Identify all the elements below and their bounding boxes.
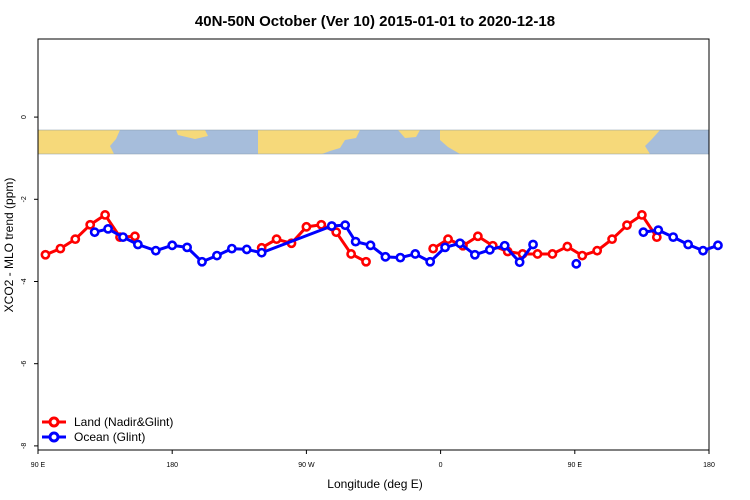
legend-marker-ocean	[48, 431, 60, 443]
data-point-ocean	[197, 256, 207, 267]
x-tick-label: 90 W	[298, 462, 315, 469]
data-point-ocean	[133, 239, 143, 250]
chart-title: 40N-50N October (Ver 10) 2015-01-01 to 2…	[195, 13, 555, 30]
data-point-land	[562, 241, 573, 252]
data-point-ocean	[455, 238, 465, 249]
series-line-land	[432, 213, 659, 258]
series-layer	[40, 210, 723, 269]
data-point-ocean	[499, 240, 510, 251]
data-point-ocean	[713, 240, 723, 251]
legend: Land (Nadir&Glint) Ocean (Glint)	[42, 415, 173, 444]
data-point-land	[547, 249, 558, 259]
data-point-land	[637, 210, 647, 220]
data-point-ocean	[425, 256, 436, 267]
y-axis-label: XCO2 - MLO trend (ppm)	[2, 178, 16, 313]
data-point-ocean	[380, 251, 391, 262]
y-tick-label: -8	[21, 443, 28, 449]
data-point-ocean	[410, 249, 421, 259]
x-axis: 90 E 180 90 W 0 90 E 180	[31, 450, 715, 469]
y-tick-label: -4	[21, 278, 28, 284]
data-point-land	[85, 219, 96, 230]
data-point-land	[622, 220, 632, 231]
data-point-land	[40, 249, 51, 260]
data-point-land	[361, 256, 371, 267]
x-tick-label: 180	[703, 462, 715, 469]
map-land-alaska	[176, 130, 208, 139]
data-point-ocean	[118, 232, 128, 243]
data-point-ocean	[698, 245, 708, 256]
data-point-ocean	[653, 225, 664, 236]
data-point-ocean	[528, 239, 538, 250]
data-point-ocean	[469, 249, 480, 260]
data-point-ocean	[484, 244, 495, 255]
data-point-ocean	[256, 247, 267, 258]
data-point-ocean	[103, 223, 113, 234]
y-tick-label: 0	[21, 115, 28, 119]
data-point-ocean	[241, 244, 252, 255]
legend-marker-land	[48, 416, 60, 428]
data-point-land	[316, 219, 327, 230]
data-point-ocean	[395, 252, 406, 263]
plot-frame	[37, 38, 710, 451]
y-axis: 0 -2 -4 -6 -8	[21, 115, 38, 449]
data-point-land	[130, 231, 140, 242]
data-point-land	[301, 221, 312, 232]
data-point-land	[331, 227, 342, 238]
map-land-eurasia	[440, 130, 660, 154]
x-tick-label: 0	[439, 462, 443, 469]
data-point-ocean	[350, 236, 361, 247]
data-point-land	[577, 250, 588, 261]
data-point-ocean	[514, 257, 525, 268]
data-point-land	[346, 249, 357, 259]
legend-label-ocean: Ocean (Glint)	[74, 430, 145, 444]
map-strip	[37, 129, 710, 155]
data-point-ocean	[638, 227, 649, 238]
map-land-north-america	[258, 130, 360, 154]
y-tick-label: -2	[21, 196, 28, 202]
x-tick-label: 90 E	[31, 462, 46, 469]
map-land-greenland	[398, 130, 420, 138]
data-point-land	[70, 234, 81, 245]
data-point-ocean	[326, 221, 337, 231]
data-point-land	[271, 234, 282, 245]
map-land-asia-east	[38, 130, 120, 154]
data-point-land	[592, 245, 603, 256]
data-point-ocean	[668, 232, 679, 243]
data-point-land	[607, 234, 617, 245]
data-point-ocean	[440, 242, 450, 253]
x-axis-label: Longitude (deg E)	[327, 477, 422, 491]
data-point-land	[472, 231, 483, 242]
data-point-ocean	[340, 220, 351, 231]
data-point-ocean	[683, 239, 694, 250]
data-point-ocean	[365, 240, 376, 251]
data-point-ocean	[226, 243, 237, 254]
data-point-land	[428, 243, 439, 254]
data-point-land	[532, 249, 543, 259]
data-point-ocean	[212, 250, 222, 261]
data-point-ocean	[571, 258, 582, 269]
x-tick-label: 180	[166, 462, 178, 469]
data-point-land	[100, 210, 110, 220]
data-point-ocean	[89, 227, 100, 238]
data-point-land	[55, 243, 66, 254]
data-point-ocean	[182, 242, 193, 253]
data-point-ocean	[167, 240, 178, 251]
data-point-land	[443, 234, 453, 245]
y-tick-label: -6	[21, 360, 28, 366]
data-point-ocean	[150, 245, 161, 256]
legend-label-land: Land (Nadir&Glint)	[74, 415, 173, 429]
x-tick-label: 90 E	[568, 462, 583, 469]
